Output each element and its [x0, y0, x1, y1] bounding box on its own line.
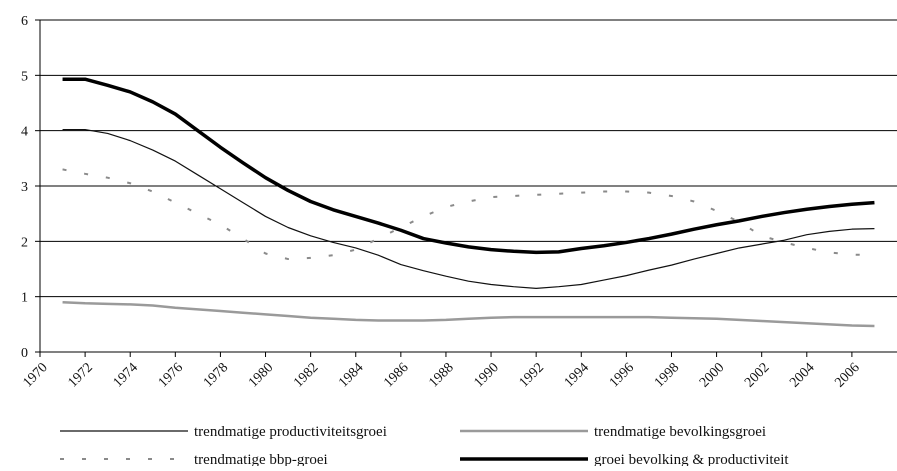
x-tick-label: 1996: [607, 360, 637, 390]
x-tick-label: 1974: [111, 360, 141, 390]
x-tick-label: 1986: [381, 360, 411, 390]
x-tick-label: 1998: [652, 360, 682, 390]
series-line: [62, 77, 875, 255]
y-tick-label: 1: [21, 291, 28, 306]
x-tick-label: 1982: [291, 360, 321, 390]
x-tick-label: 2004: [787, 360, 817, 390]
x-tick-label: 1970: [20, 360, 50, 390]
series-line: [62, 300, 875, 328]
x-tick-label: 2002: [742, 360, 772, 390]
series-line: [62, 128, 875, 289]
x-tick-label: 1976: [156, 360, 186, 390]
legend-label: trendmatige bevolkingsgroei: [594, 424, 766, 440]
legend-label: trendmatige productiviteitsgroei: [194, 424, 387, 440]
y-tick-label: 6: [21, 14, 28, 29]
legend-label: trendmatige bbp-groei: [194, 452, 328, 466]
x-tick-label: 1990: [471, 360, 501, 390]
y-tick-label: 2: [21, 235, 28, 250]
y-tick-label: 4: [21, 125, 28, 140]
x-tick-label: 1984: [336, 360, 366, 390]
legend-label: groei bevolking & productiviteit: [594, 452, 789, 466]
x-tick-label: 1988: [426, 360, 456, 390]
y-tick-label: 5: [21, 69, 28, 84]
x-tick-label: 1992: [517, 360, 547, 390]
x-tick-label: 2006: [832, 360, 862, 390]
y-tick-label: 0: [21, 346, 28, 361]
x-tick-label: 1972: [66, 360, 96, 390]
x-tick-label: 1980: [246, 360, 276, 390]
x-tick-label: 1994: [562, 360, 592, 390]
x-tick-label: 1978: [201, 360, 231, 390]
y-tick-label: 3: [21, 180, 28, 195]
x-tick-label: 2000: [697, 360, 727, 390]
